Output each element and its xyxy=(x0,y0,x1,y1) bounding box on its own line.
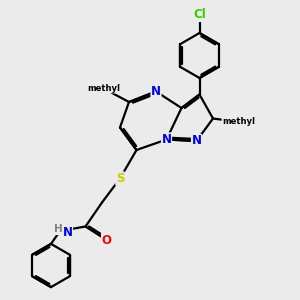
Text: Cl: Cl xyxy=(193,8,206,22)
Text: H: H xyxy=(54,224,63,235)
Text: S: S xyxy=(116,172,124,185)
Text: methyl: methyl xyxy=(87,84,120,93)
Text: N: N xyxy=(191,134,202,148)
Text: N: N xyxy=(62,226,73,239)
Text: N: N xyxy=(161,133,172,146)
Text: N: N xyxy=(151,85,161,98)
Text: O: O xyxy=(101,233,112,247)
Text: methyl: methyl xyxy=(222,117,255,126)
